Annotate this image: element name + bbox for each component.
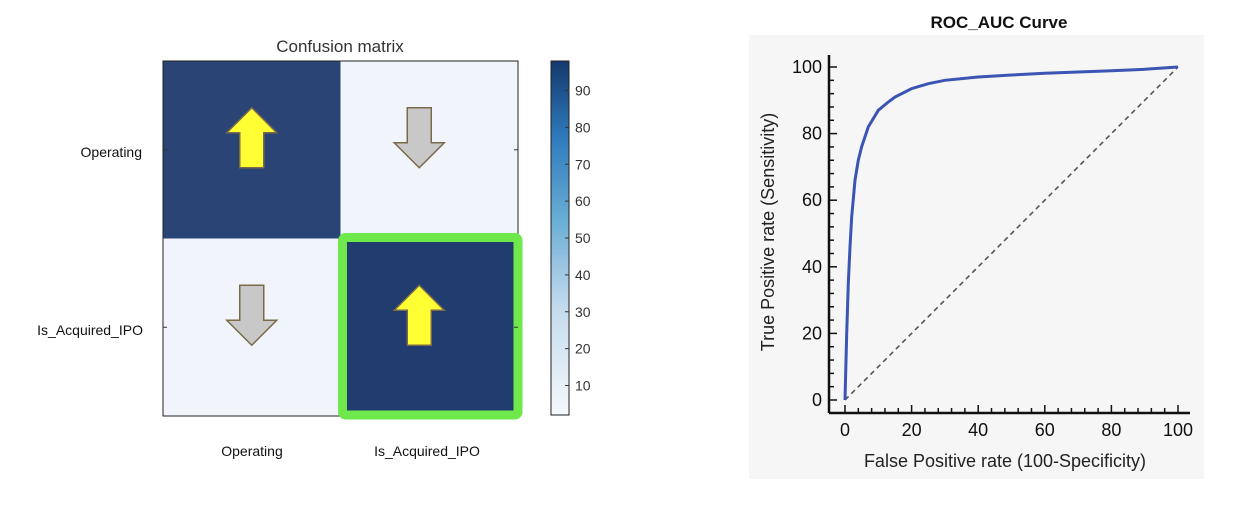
confusion-matrix-chart: Confusion matrix Operating Is_Acquired_I… <box>37 37 591 459</box>
confusion-matrix-highlight <box>338 233 523 420</box>
row-label-is-acquired-ipo: Is_Acquired_IPO <box>37 322 143 338</box>
roc-x-tick-label: 100 <box>1163 420 1193 440</box>
colorbar-tick-label: 40 <box>575 267 591 283</box>
roc-x-tick-label: 60 <box>1035 420 1055 440</box>
roc-x-tick-label: 40 <box>968 420 988 440</box>
colorbar-tick-label: 30 <box>575 304 591 320</box>
down-arrow-icon-1-0 <box>224 284 279 347</box>
colorbar-tick-label: 20 <box>575 341 591 357</box>
roc-axes <box>827 55 1190 415</box>
roc-y-tick-label: 20 <box>802 323 822 343</box>
roc-x-tick-label: 0 <box>840 420 850 440</box>
colorbar-tick-label: 10 <box>575 378 591 394</box>
col-label-operating: Operating <box>221 443 282 459</box>
up-arrow-icon-0-0 <box>224 106 279 169</box>
colorbar-tick-label: 70 <box>575 156 591 172</box>
colorbar-tick-label: 50 <box>575 230 591 246</box>
roc-curve-line <box>843 65 1179 401</box>
highlight-box <box>338 233 523 420</box>
down-arrow-icon-0-1 <box>392 107 447 169</box>
roc-y-tick-label: 80 <box>802 124 822 144</box>
roc-y-tick-label: 40 <box>802 257 822 277</box>
row-label-operating: Operating <box>81 144 142 160</box>
roc-ticks: 0 20 40 60 80 100 0 20 40 60 80 100 <box>792 57 1193 440</box>
roc-x-tick-label: 80 <box>1101 420 1121 440</box>
roc-diagonal-line <box>844 66 1179 401</box>
confusion-matrix-title: Confusion matrix <box>276 37 404 56</box>
roc-x-axis-label: False Positive rate (100-Specificity) <box>864 451 1146 471</box>
col-label-is-acquired-ipo: Is_Acquired_IPO <box>374 443 480 459</box>
roc-y-tick-label: 100 <box>792 57 822 77</box>
confusion-matrix-arrows <box>224 106 447 347</box>
roc-background <box>749 35 1204 479</box>
roc-y-tick-label: 0 <box>812 390 822 410</box>
colorbar-tick-label: 60 <box>575 193 591 209</box>
roc-title: ROC_AUC Curve <box>931 13 1068 32</box>
colorbar-tick-label: 80 <box>575 119 591 135</box>
up-arrow-icon-1-1 <box>392 284 447 346</box>
colorbar-tick-label: 90 <box>575 83 591 99</box>
roc-y-axis-label: True Positive rate (Sensitivity) <box>758 113 778 351</box>
roc-x-tick-label: 20 <box>902 420 922 440</box>
colorbar-ticks: 90 80 70 60 50 40 30 20 10 <box>565 83 591 394</box>
roc-chart: ROC_AUC Curve 0 20 40 60 80 100 0 20 40 60 80 100 F… <box>749 13 1204 479</box>
confusion-matrix-ticks <box>163 149 518 328</box>
roc-y-tick-label: 60 <box>802 190 822 210</box>
